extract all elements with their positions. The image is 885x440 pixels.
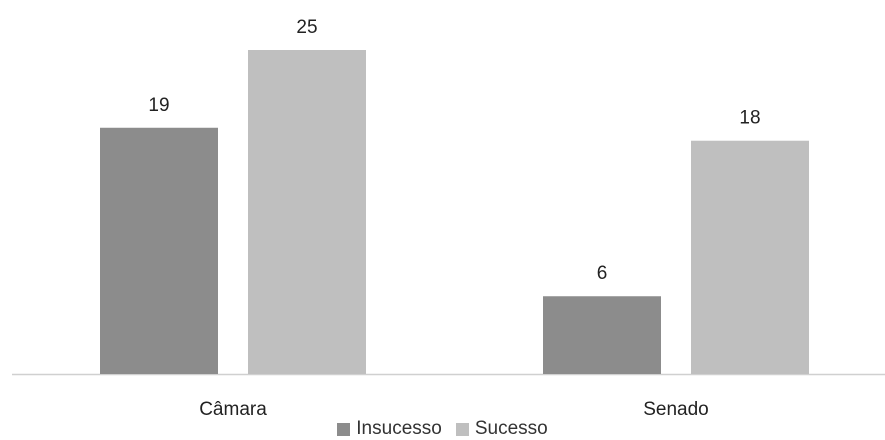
data-label-sucesso-1: 18 xyxy=(739,108,760,129)
bar-chart: 19 25 Câmara 6 18 Senado xyxy=(12,17,885,420)
x-tick-label-1: Senado xyxy=(643,399,709,420)
bar-insucesso-1 xyxy=(543,296,661,374)
data-label-sucesso-0: 25 xyxy=(296,17,317,38)
legend-item-sucesso: Sucesso xyxy=(455,418,548,440)
legend: Insucesso Sucesso xyxy=(0,418,885,440)
legend-label-sucesso: Sucesso xyxy=(474,418,548,439)
data-label-insucesso-1: 6 xyxy=(597,263,608,284)
bar-sucesso-1 xyxy=(691,140,809,374)
x-tick-label-0: Câmara xyxy=(199,399,267,420)
bar-insucesso-0 xyxy=(100,127,218,374)
legend-swatch-insucesso xyxy=(337,422,351,436)
legend-swatch-sucesso xyxy=(455,422,469,436)
bar-sucesso-0 xyxy=(248,50,366,374)
legend-item-insucesso: Insucesso xyxy=(337,418,442,440)
data-label-insucesso-0: 19 xyxy=(148,95,169,116)
legend-label-insucesso: Insucesso xyxy=(356,418,442,439)
